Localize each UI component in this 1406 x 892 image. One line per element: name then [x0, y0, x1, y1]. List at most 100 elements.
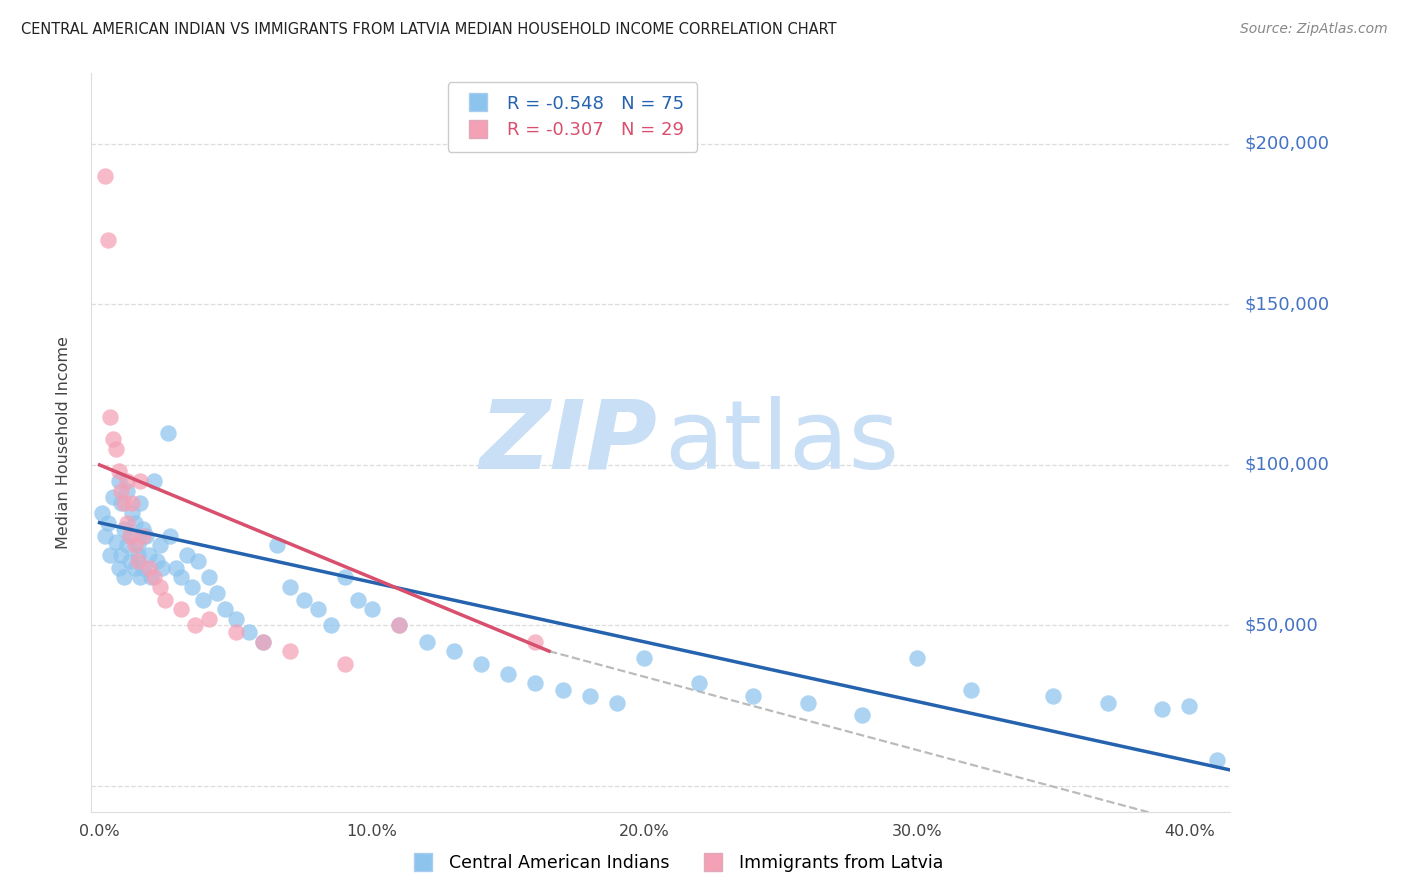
- Point: [103, 490, 125, 504]
- Point: [129, 570, 152, 584]
- Point: [443, 644, 465, 658]
- Point: [124, 560, 146, 574]
- Text: $150,000: $150,000: [1244, 295, 1329, 313]
- Point: [104, 442, 127, 456]
- Point: [153, 592, 176, 607]
- Point: [115, 474, 138, 488]
- Point: [266, 538, 288, 552]
- Point: [150, 560, 173, 574]
- Point: [107, 560, 129, 574]
- Point: [214, 602, 236, 616]
- Point: [606, 696, 628, 710]
- Point: [97, 516, 120, 530]
- Point: [143, 474, 166, 488]
- Point: [252, 634, 274, 648]
- Text: CENTRAL AMERICAN INDIAN VS IMMIGRANTS FROM LATVIA MEDIAN HOUSEHOLD INCOME CORREL: CENTRAL AMERICAN INDIAN VS IMMIGRANTS FR…: [21, 22, 837, 37]
- Point: [551, 682, 574, 697]
- Point: [148, 538, 170, 552]
- Legend: Central American Indians, Immigrants from Latvia: Central American Indians, Immigrants fro…: [399, 847, 950, 879]
- Point: [115, 483, 138, 498]
- Point: [127, 538, 149, 552]
- Point: [107, 474, 129, 488]
- Point: [118, 554, 141, 568]
- Point: [115, 538, 138, 552]
- Point: [633, 650, 655, 665]
- Point: [321, 618, 343, 632]
- Point: [797, 696, 820, 710]
- Point: [278, 580, 301, 594]
- Point: [333, 657, 356, 671]
- Point: [225, 624, 247, 639]
- Point: [184, 618, 207, 632]
- Point: [292, 592, 315, 607]
- Point: [110, 548, 132, 562]
- Point: [176, 548, 198, 562]
- Point: [1042, 689, 1064, 703]
- Point: [388, 618, 411, 632]
- Point: [146, 554, 169, 568]
- Point: [129, 496, 152, 510]
- Point: [112, 496, 135, 510]
- Point: [124, 538, 146, 552]
- Text: ZIP: ZIP: [479, 396, 658, 489]
- Point: [333, 570, 356, 584]
- Point: [579, 689, 602, 703]
- Point: [100, 409, 122, 424]
- Text: $50,000: $50,000: [1244, 616, 1317, 634]
- Point: [524, 634, 547, 648]
- Point: [191, 592, 214, 607]
- Point: [742, 689, 765, 703]
- Point: [496, 666, 519, 681]
- Point: [1178, 698, 1201, 713]
- Point: [132, 528, 155, 542]
- Point: [238, 624, 260, 639]
- Point: [524, 676, 547, 690]
- Point: [132, 560, 155, 574]
- Text: $200,000: $200,000: [1244, 135, 1329, 153]
- Point: [156, 425, 179, 440]
- Point: [851, 708, 873, 723]
- Point: [960, 682, 983, 697]
- Text: atlas: atlas: [664, 396, 900, 489]
- Point: [905, 650, 928, 665]
- Point: [112, 570, 135, 584]
- Point: [97, 233, 120, 247]
- Point: [205, 586, 228, 600]
- Point: [127, 548, 149, 562]
- Point: [91, 506, 114, 520]
- Point: [132, 522, 155, 536]
- Point: [181, 580, 204, 594]
- Point: [124, 516, 146, 530]
- Point: [470, 657, 492, 671]
- Point: [118, 528, 141, 542]
- Point: [118, 528, 141, 542]
- Point: [127, 554, 149, 568]
- Point: [197, 570, 219, 584]
- Point: [104, 535, 127, 549]
- Y-axis label: Median Household Income: Median Household Income: [56, 336, 70, 549]
- Point: [170, 570, 193, 584]
- Point: [121, 506, 143, 520]
- Point: [159, 528, 181, 542]
- Point: [110, 483, 132, 498]
- Point: [138, 560, 160, 574]
- Point: [100, 548, 122, 562]
- Point: [1097, 696, 1119, 710]
- Text: Source: ZipAtlas.com: Source: ZipAtlas.com: [1240, 22, 1388, 37]
- Point: [187, 554, 209, 568]
- Point: [94, 169, 117, 183]
- Point: [347, 592, 370, 607]
- Point: [110, 496, 132, 510]
- Point: [141, 570, 163, 584]
- Point: [94, 528, 117, 542]
- Point: [103, 432, 125, 446]
- Point: [197, 612, 219, 626]
- Point: [170, 602, 193, 616]
- Point: [143, 570, 166, 584]
- Point: [1152, 702, 1174, 716]
- Point: [388, 618, 411, 632]
- Point: [135, 528, 157, 542]
- Legend: R = -0.548   N = 75, R = -0.307   N = 29: R = -0.548 N = 75, R = -0.307 N = 29: [447, 82, 697, 152]
- Point: [165, 560, 187, 574]
- Point: [121, 496, 143, 510]
